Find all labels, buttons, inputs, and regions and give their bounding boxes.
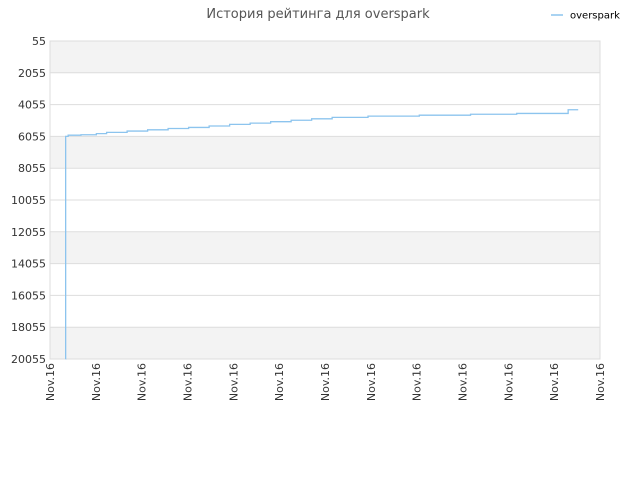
plot-background-bands <box>50 41 600 359</box>
y-tick-label: 16055 <box>11 289 46 302</box>
x-tick-label: Nov.16 <box>273 363 286 401</box>
y-tick-label: 18055 <box>11 321 46 334</box>
y-tick-label: 20055 <box>11 353 46 366</box>
plot-band <box>50 327 600 359</box>
plot-frame <box>49 40 601 360</box>
y-tick-label: 2055 <box>18 67 46 80</box>
x-tick-label: Nov.16 <box>136 363 149 401</box>
x-tick-label: Nov.16 <box>365 363 378 401</box>
grid-lines <box>50 40 600 360</box>
x-tick-label: Nov.16 <box>319 363 332 401</box>
series-layer <box>65 109 579 360</box>
plot-band <box>50 136 600 169</box>
y-tick-label: 8055 <box>18 162 46 175</box>
legend-label: overspark <box>570 11 620 22</box>
y-tick-label: 6055 <box>18 130 46 143</box>
chart-title: История рейтинга для overspark <box>206 7 430 22</box>
x-tick-label: Nov.16 <box>594 363 607 401</box>
y-tick-label: 14055 <box>11 258 46 271</box>
y-axis-tick-labels: 55 2055 4055 6055 8055 10055 12055 14055 16055 18… <box>11 35 46 366</box>
x-tick-label: Nov.16 <box>548 363 561 401</box>
legend[interactable]: overspark <box>551 11 620 22</box>
x-tick-label: Nov.16 <box>227 363 240 401</box>
x-axis-tick-labels: Nov.16 Nov.16 Nov.16 Nov.16 Nov.16 Nov.16 Nov.… <box>44 363 607 401</box>
y-tick-label: 55 <box>32 35 46 48</box>
x-tick-label: Nov.16 <box>182 363 195 401</box>
x-tick-label: Nov.16 <box>457 363 470 401</box>
x-tick-label: Nov.16 <box>44 363 57 401</box>
y-tick-label: 4055 <box>18 99 46 112</box>
x-tick-label: Nov.16 <box>411 363 424 401</box>
x-tick-label: Nov.16 <box>90 363 103 401</box>
plot-band <box>50 41 600 73</box>
y-tick-label: 12055 <box>11 226 46 239</box>
x-tick-label: Nov.16 <box>502 363 515 401</box>
y-tick-label: 10055 <box>11 194 46 207</box>
series-line <box>65 109 579 360</box>
plot-band <box>50 231 600 264</box>
